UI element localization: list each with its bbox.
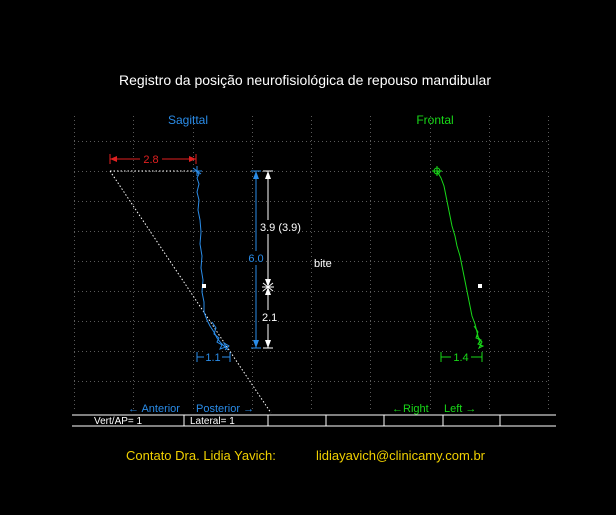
bite-label: bite bbox=[314, 258, 332, 270]
frontal-header: Frontal bbox=[416, 113, 453, 127]
status-lateral: Lateral= 1 bbox=[190, 416, 235, 427]
sagittal-header: Sagittal bbox=[168, 113, 208, 127]
arrow-up-mid bbox=[265, 287, 271, 295]
vertical-total-measure: 6.0 bbox=[248, 170, 264, 349]
vertical-upper-value: 3.9 (3.9) bbox=[260, 222, 301, 234]
frontal-bottom-measure: 1.4 bbox=[440, 351, 483, 364]
sagittal-top-measure: 2.8 bbox=[109, 153, 197, 166]
page-title: Registro da posição neurofisiológica de … bbox=[119, 72, 491, 88]
arrow-down-bottom bbox=[265, 340, 271, 348]
contact-email[interactable]: lidiayavich@clinicamy.com.br bbox=[316, 448, 486, 463]
sagittal-bottom-value: 1.1 bbox=[205, 352, 220, 364]
sagittal-top-value: 2.8 bbox=[143, 154, 158, 166]
sagittal-bite-point bbox=[202, 284, 206, 288]
frontal-right-label: ←Right bbox=[392, 403, 429, 415]
sagittal-trace-cluster bbox=[211, 321, 230, 351]
sagittal-start-marker bbox=[192, 166, 202, 176]
contact-label: Contato Dra. Lidia Yavich: bbox=[126, 448, 276, 463]
sagittal-bottom-measure: 1.1 bbox=[196, 351, 231, 364]
frontal-left-label: Left → bbox=[444, 403, 476, 415]
status-vert-ap: Vert/AP= 1 bbox=[94, 416, 143, 427]
arrow-down-mid bbox=[265, 279, 271, 287]
frontal-bite-point bbox=[478, 284, 482, 288]
frontal-start-marker bbox=[432, 166, 442, 176]
sagittal-posterior-label: Posterior → bbox=[196, 403, 254, 415]
sagittal-anterior-label: ← Anterior bbox=[128, 403, 180, 415]
vertical-total-value: 6.0 bbox=[248, 253, 263, 265]
frontal-bottom-value: 1.4 bbox=[453, 352, 468, 364]
frontal-trace-cluster bbox=[473, 325, 485, 350]
vertical-lower-value: 2.1 bbox=[262, 312, 277, 324]
sagittal-diagonal-reference bbox=[109, 170, 272, 414]
frontal-trace bbox=[436, 170, 482, 347]
sagittal-trace bbox=[195, 170, 229, 351]
status-bar bbox=[72, 414, 556, 427]
arrow-up-top bbox=[265, 171, 271, 179]
